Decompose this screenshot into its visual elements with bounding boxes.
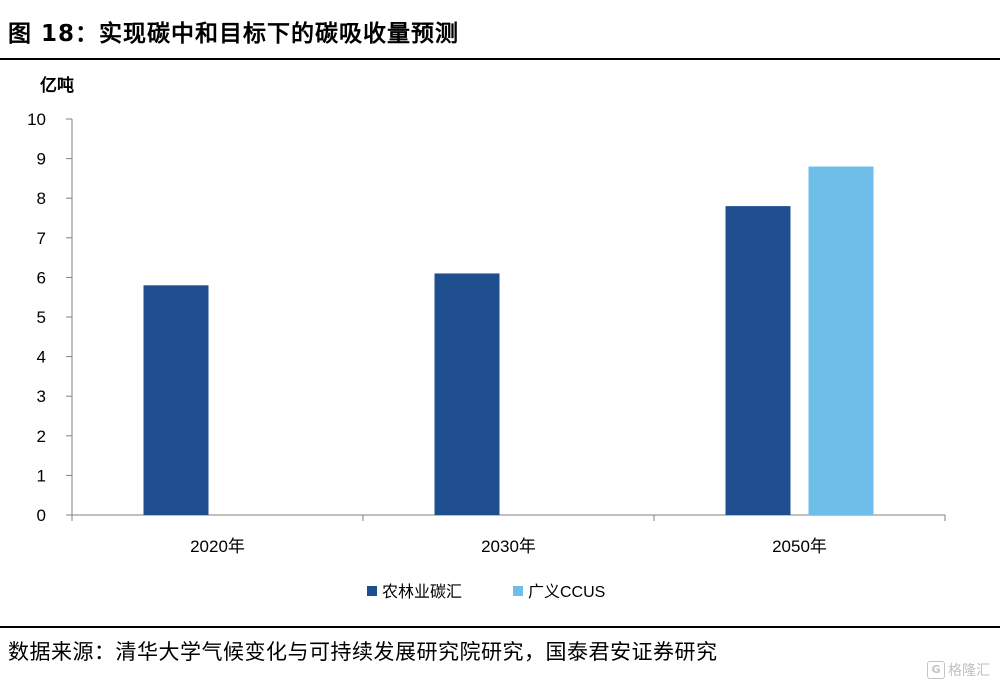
bar-forestry (434, 273, 500, 515)
bar-forestry (143, 285, 209, 515)
y-tick-label: 6 (37, 268, 46, 287)
source-note: 数据来源：清华大学气候变化与可持续发展研究院研究，国泰君安证券研究 (8, 640, 718, 664)
legend-swatch (513, 586, 523, 596)
legend-label: 广义CCUS (528, 583, 605, 601)
y-tick-label: 7 (37, 229, 46, 248)
x-tick-label: 2050年 (772, 537, 827, 556)
bottom-rule (0, 626, 1000, 628)
bar-chart: 亿吨 0 1 2 3 4 5 6 7 8 9 10 2020年 2030年 2050年 农林业碳汇 广义C… (27, 75, 946, 601)
y-tick-label: 9 (37, 150, 46, 169)
y-tick-label: 4 (37, 348, 46, 367)
y-tick-label: 2 (37, 427, 46, 446)
y-tick-label: 10 (27, 110, 46, 129)
legend: 农林业碳汇 广义CCUS (367, 583, 605, 601)
y-tick-label: 3 (37, 387, 46, 406)
y-axis: 0 1 2 3 4 5 6 7 8 9 10 (27, 110, 73, 525)
watermark-logo-icon: G (927, 661, 945, 679)
x-tick-label: 2020年 (190, 537, 245, 556)
top-rule (0, 58, 1000, 60)
watermark-text: 格隆汇 (948, 663, 990, 679)
bar-forestry (725, 206, 791, 515)
y-tick-label: 5 (37, 308, 46, 327)
bar-ccus (808, 166, 874, 515)
y-axis-unit-label: 亿吨 (40, 75, 74, 95)
legend-swatch (367, 586, 377, 596)
watermark: G 格隆汇 (927, 660, 990, 680)
bars (143, 166, 874, 515)
x-axis: 2020年 2030年 2050年 (71, 514, 946, 556)
y-tick-label: 8 (37, 189, 46, 208)
chart-title: 图 18：实现碳中和目标下的碳吸收量预测 (8, 21, 460, 47)
y-tick-label: 1 (37, 466, 46, 485)
legend-label: 农林业碳汇 (382, 583, 462, 601)
y-tick-label: 0 (37, 506, 46, 525)
x-tick-label: 2030年 (481, 537, 536, 556)
